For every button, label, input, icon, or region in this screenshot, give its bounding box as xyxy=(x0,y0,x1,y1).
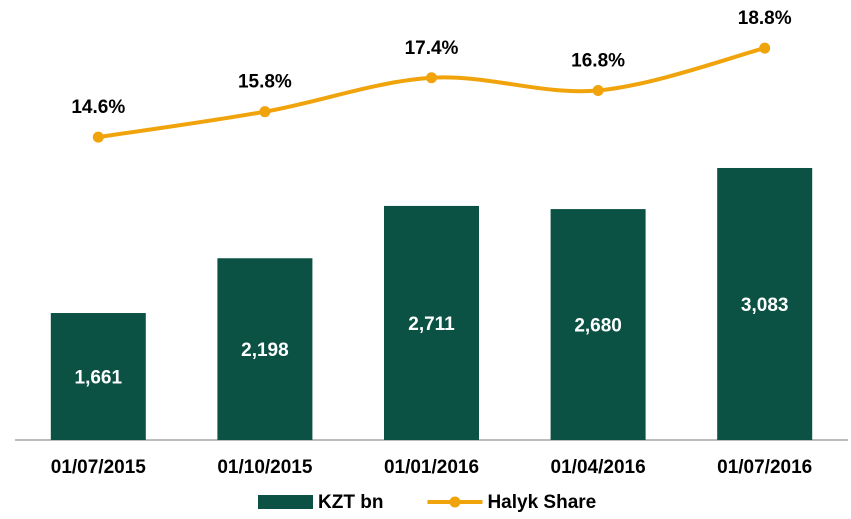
x-tick-label: 01/07/2016 xyxy=(717,457,812,478)
legend-label: KZT bn xyxy=(318,492,383,513)
line-marker xyxy=(759,42,771,54)
bar xyxy=(217,258,313,440)
x-tick-label: 01/07/2015 xyxy=(51,457,147,478)
bar-value-label: 2,198 xyxy=(241,340,289,361)
line xyxy=(97,46,766,140)
bar-value-label: 2,711 xyxy=(408,314,455,335)
line-value-label: 16.8% xyxy=(571,51,625,72)
legend-swatch xyxy=(258,495,313,509)
x-tick-label: 01/04/2016 xyxy=(551,457,646,478)
legend-label: Halyk Share xyxy=(487,492,596,513)
bar xyxy=(717,167,813,440)
line-marker xyxy=(259,106,271,118)
bar xyxy=(50,313,146,440)
line-value-label: 15.8% xyxy=(238,72,292,93)
bar-value-label: 3,083 xyxy=(741,295,789,316)
line-value-label: 17.4% xyxy=(405,38,459,59)
bar xyxy=(384,205,479,440)
legend-marker xyxy=(449,496,461,508)
bar-value-label: 1,661 xyxy=(75,368,123,389)
line-marker xyxy=(426,72,437,84)
x-tick-label: 01/01/2016 xyxy=(384,457,479,478)
bar xyxy=(550,209,646,440)
line-value-label: 14.6% xyxy=(71,97,125,118)
line-marker xyxy=(592,84,604,96)
line-value-label: 18.8% xyxy=(738,8,792,29)
bar-value-label: 2,680 xyxy=(574,316,622,337)
x-tick-label: 01/10/2015 xyxy=(217,457,313,478)
line-marker xyxy=(92,131,104,143)
